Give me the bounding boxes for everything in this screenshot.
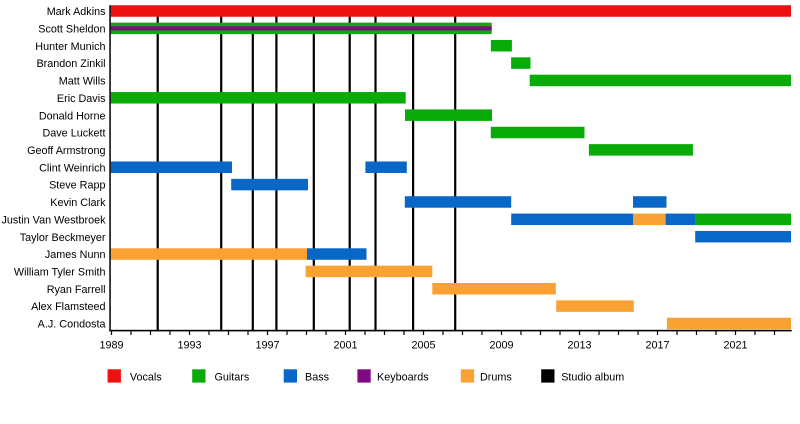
svg-text:2013: 2013 [567, 339, 591, 351]
svg-text:Dave Luckett: Dave Luckett [42, 128, 105, 140]
svg-text:Steve Rapp: Steve Rapp [49, 180, 105, 192]
svg-text:James Nunn: James Nunn [45, 249, 106, 261]
svg-text:2021: 2021 [723, 339, 747, 351]
svg-text:Eric Davis: Eric Davis [57, 93, 106, 105]
svg-text:Keyboards: Keyboards [377, 372, 429, 384]
svg-text:Guitars: Guitars [215, 372, 250, 384]
svg-text:Taylor Beckmeyer: Taylor Beckmeyer [20, 232, 106, 244]
svg-text:Vocals: Vocals [130, 372, 162, 384]
svg-text:A.J. Condosta: A.J. Condosta [38, 319, 106, 331]
svg-text:Hunter Munich: Hunter Munich [35, 41, 105, 53]
svg-text:Matt Wills: Matt Wills [59, 76, 106, 88]
svg-text:Scott Sheldon: Scott Sheldon [38, 23, 105, 35]
svg-text:Kevin Clark: Kevin Clark [50, 197, 106, 209]
svg-text:Geoff Armstrong: Geoff Armstrong [27, 145, 105, 157]
svg-text:2001: 2001 [333, 339, 357, 351]
svg-text:Drums: Drums [480, 372, 512, 384]
svg-text:Justin Van Westbroek: Justin Van Westbroek [1, 214, 106, 226]
svg-text:Studio album: Studio album [561, 372, 624, 384]
svg-text:Donald Horne: Donald Horne [39, 110, 106, 122]
svg-text:1997: 1997 [255, 339, 279, 351]
svg-text:1989: 1989 [99, 339, 123, 351]
svg-text:Bass: Bass [305, 372, 330, 384]
svg-text:1993: 1993 [177, 339, 201, 351]
svg-text:Ryan Farrell: Ryan Farrell [47, 284, 106, 296]
svg-text:William Tyler Smith: William Tyler Smith [14, 267, 106, 279]
svg-text:2009: 2009 [489, 339, 513, 351]
svg-text:Mark Adkins: Mark Adkins [47, 6, 106, 18]
svg-text:Clint Weinrich: Clint Weinrich [39, 162, 105, 174]
svg-text:Alex Flamsteed: Alex Flamsteed [31, 301, 105, 313]
svg-text:Brandon Zinkil: Brandon Zinkil [36, 58, 105, 70]
svg-text:2017: 2017 [645, 339, 669, 351]
svg-text:2005: 2005 [411, 339, 435, 351]
